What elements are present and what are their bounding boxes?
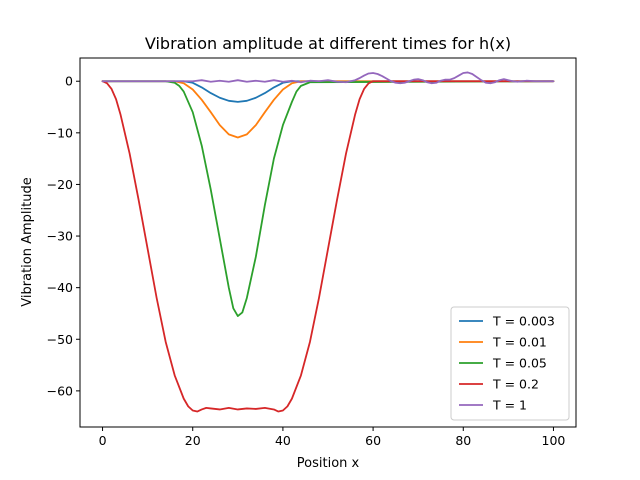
y-axis-label: Vibration Amplitude xyxy=(20,177,35,306)
plot-frame xyxy=(79,57,577,428)
x-tick-label-3: 60 xyxy=(365,433,381,448)
y-tick-label-4: −40 xyxy=(47,280,73,295)
y-tick-label-0: 0 xyxy=(65,74,73,89)
legend-label-3: T = 0.2 xyxy=(492,377,539,392)
x-axis-label: Position x xyxy=(297,456,360,471)
legend-label-2: T = 0.05 xyxy=(492,356,547,371)
x-tick-label-0: 0 xyxy=(99,433,107,448)
series-line-1 xyxy=(101,80,555,139)
y-tick-label-6: −60 xyxy=(47,383,73,398)
x-axis-ticks: 0 20 40 60 80 100 xyxy=(99,427,566,448)
series-line-3 xyxy=(101,80,555,413)
plot-lines xyxy=(101,71,555,413)
legend-label-1: T = 0.01 xyxy=(492,335,547,350)
y-axis-ticks: 0 −10 −20 −30 −40 −50 −60 xyxy=(47,74,80,398)
legend-label-4: T = 1 xyxy=(492,398,527,413)
y-tick-label-2: −20 xyxy=(47,177,73,192)
x-tick-label-4: 80 xyxy=(455,433,471,448)
legend-box xyxy=(450,306,570,421)
x-tick-label-5: 100 xyxy=(542,433,566,448)
y-tick-label-1: −10 xyxy=(47,125,73,140)
legend-label-0: T = 0.003 xyxy=(492,314,555,329)
x-tick-label-2: 40 xyxy=(275,433,291,448)
chart-title: Vibration amplitude at different times f… xyxy=(145,34,511,53)
y-tick-label-5: −50 xyxy=(47,332,73,347)
y-tick-label-3: −30 xyxy=(47,229,73,244)
series-line-0 xyxy=(101,80,555,103)
series-line-2 xyxy=(101,80,555,317)
series-line-4 xyxy=(101,71,555,85)
x-tick-label-1: 20 xyxy=(185,433,201,448)
legend: T = 0.003 T = 0.01 T = 0.05 T = 0.2 T = 1 xyxy=(450,306,570,421)
